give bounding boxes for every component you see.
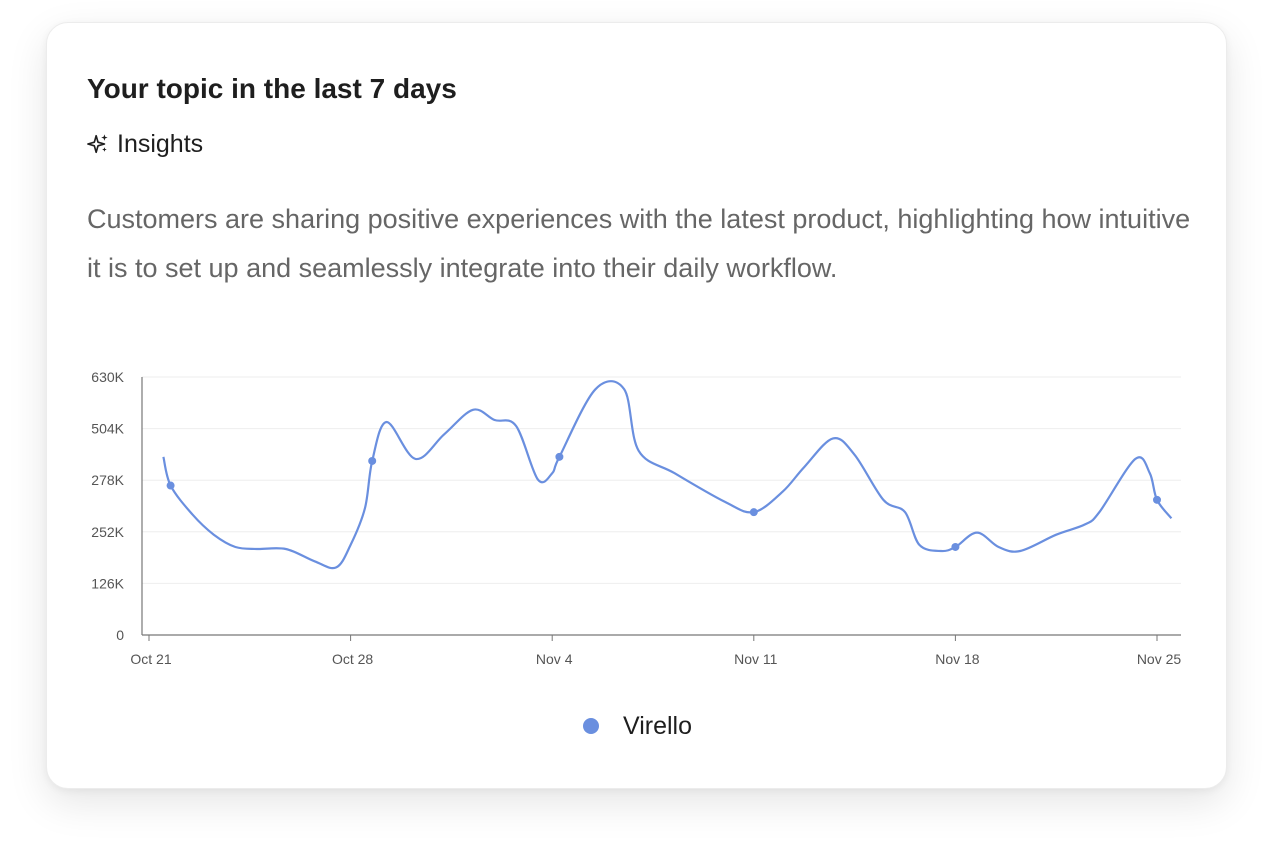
legend-label[interactable]: Virello <box>622 712 693 740</box>
insights-header: Insights <box>87 127 203 161</box>
y-tick-label: 126K <box>91 575 124 591</box>
y-tick-label: 504K <box>91 421 124 437</box>
card-title: Your topic in the last 7 days <box>87 73 457 104</box>
line-chart: 0 126K 252K 278K 504K 630K Oct 21 Oct 28 Nov 4 No… <box>91 369 1182 667</box>
y-tick-label: 630K <box>91 369 124 385</box>
series-line <box>162 380 1173 570</box>
insights-label: Insights <box>117 130 204 158</box>
data-point <box>1153 495 1161 504</box>
insight-description: Customers are sharing positive experienc… <box>87 204 1191 283</box>
x-tick-label: Nov 11 <box>734 651 778 667</box>
data-point <box>951 542 960 551</box>
x-tick-label: Nov 18 <box>935 651 980 667</box>
data-point <box>555 452 564 461</box>
legend-swatch <box>582 718 599 734</box>
y-tick-label: 252K <box>91 524 124 540</box>
chart-legend: Virello <box>47 709 1228 743</box>
x-tick-label: Nov 4 <box>536 651 573 667</box>
topic-card: Your topic in the last 7 days Insights C… <box>46 22 1227 789</box>
y-tick-label: 0 <box>116 627 124 643</box>
data-point <box>749 508 758 517</box>
y-tick-label: 278K <box>91 472 124 488</box>
x-tick-label: Oct 28 <box>332 651 373 667</box>
x-tick-label: Nov 25 <box>1137 651 1182 667</box>
data-point <box>166 481 175 490</box>
sparkle-icon <box>87 134 108 154</box>
data-point <box>368 456 377 465</box>
x-tick-label: Oct 21 <box>130 651 171 667</box>
